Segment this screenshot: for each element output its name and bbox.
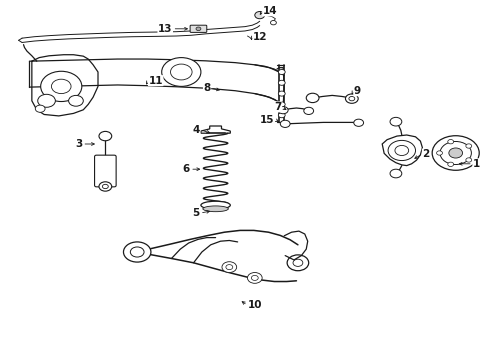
- Circle shape: [171, 64, 192, 80]
- Circle shape: [130, 247, 144, 257]
- Circle shape: [38, 94, 55, 107]
- Circle shape: [270, 21, 276, 25]
- Circle shape: [306, 93, 319, 103]
- Circle shape: [278, 102, 285, 107]
- Circle shape: [251, 275, 258, 280]
- Polygon shape: [201, 126, 230, 133]
- Text: 7: 7: [274, 102, 282, 112]
- Circle shape: [196, 27, 201, 31]
- Circle shape: [69, 95, 83, 106]
- Circle shape: [390, 117, 402, 126]
- Circle shape: [102, 184, 108, 189]
- Text: 15: 15: [260, 114, 274, 125]
- Text: 8: 8: [203, 83, 211, 93]
- Circle shape: [448, 140, 454, 144]
- Circle shape: [395, 145, 409, 156]
- Circle shape: [440, 141, 471, 165]
- Text: 1: 1: [473, 159, 480, 169]
- Circle shape: [449, 148, 463, 158]
- Polygon shape: [382, 135, 422, 166]
- Circle shape: [35, 105, 45, 112]
- Circle shape: [247, 273, 262, 283]
- Circle shape: [99, 131, 112, 141]
- Ellipse shape: [201, 201, 230, 209]
- Circle shape: [99, 182, 112, 191]
- Circle shape: [388, 140, 416, 161]
- FancyBboxPatch shape: [95, 155, 116, 187]
- Circle shape: [349, 96, 355, 101]
- Circle shape: [437, 151, 442, 155]
- Text: 5: 5: [193, 208, 200, 218]
- Circle shape: [226, 265, 233, 270]
- FancyBboxPatch shape: [190, 25, 207, 32]
- Circle shape: [293, 259, 303, 266]
- Circle shape: [123, 242, 151, 262]
- Circle shape: [278, 69, 285, 75]
- Text: 13: 13: [158, 24, 172, 34]
- Circle shape: [448, 162, 454, 166]
- Circle shape: [390, 169, 402, 178]
- Text: 2: 2: [422, 149, 430, 159]
- Circle shape: [222, 262, 237, 273]
- Text: 12: 12: [253, 32, 268, 42]
- Text: 11: 11: [148, 76, 163, 86]
- Ellipse shape: [203, 206, 228, 212]
- Circle shape: [354, 119, 364, 126]
- Text: 3: 3: [75, 139, 82, 149]
- Text: 10: 10: [247, 300, 262, 310]
- Circle shape: [278, 113, 285, 118]
- Circle shape: [287, 255, 309, 271]
- Circle shape: [278, 91, 285, 96]
- Text: 6: 6: [183, 164, 190, 174]
- Text: 9: 9: [354, 86, 361, 96]
- Circle shape: [345, 94, 358, 103]
- Circle shape: [51, 79, 71, 94]
- Circle shape: [280, 120, 290, 127]
- Circle shape: [432, 136, 479, 170]
- Text: 4: 4: [193, 125, 200, 135]
- Circle shape: [162, 58, 201, 86]
- Circle shape: [466, 144, 472, 148]
- Circle shape: [255, 12, 265, 19]
- Circle shape: [278, 107, 288, 114]
- Circle shape: [304, 107, 314, 114]
- Circle shape: [466, 158, 472, 162]
- Circle shape: [278, 80, 285, 85]
- Text: 14: 14: [263, 6, 277, 16]
- Circle shape: [41, 71, 82, 102]
